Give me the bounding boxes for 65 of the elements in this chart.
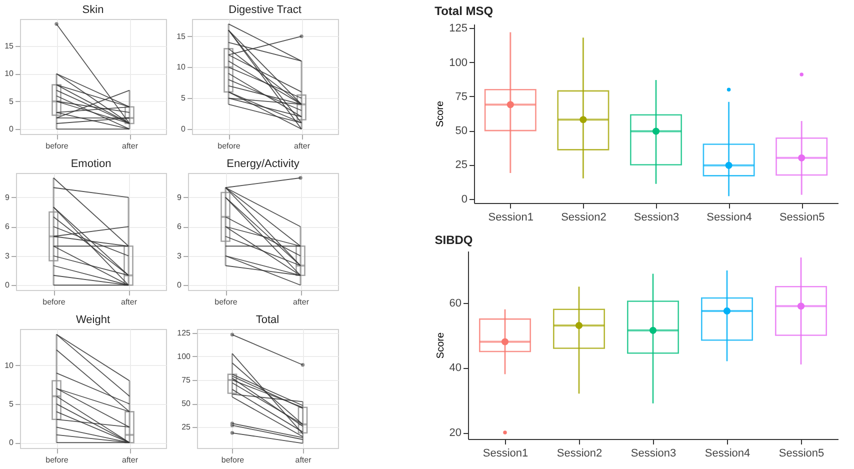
chart-title: Digestive Tract: [228, 4, 302, 16]
y-tick-label: 100: [449, 56, 468, 69]
y-tick-label: 0: [9, 438, 14, 448]
chart-title: Skin: [82, 4, 104, 16]
y-tick-label: 25: [455, 159, 468, 172]
x-tick-label: after: [122, 142, 138, 150]
y-tick-label: 125: [177, 328, 192, 338]
y-tick-label: 6: [5, 222, 10, 232]
y-axis-title: Score: [435, 100, 446, 128]
x-tick-label: Session3: [634, 212, 680, 224]
y-tick-label: 10: [176, 62, 186, 72]
y-tick-label: 20: [449, 427, 462, 440]
y-tick-label: 10: [4, 69, 14, 78]
x-tick-label: Session1: [482, 448, 528, 460]
y-tick-label: 40: [449, 362, 462, 374]
x-tick-label: before: [218, 142, 241, 150]
x-tick-label: Session2: [561, 212, 606, 224]
x-tick-label: after: [120, 298, 138, 306]
x-tick-label: after: [122, 456, 138, 464]
x-tick-label: after: [292, 298, 310, 306]
y-tick-label: 75: [182, 376, 192, 384]
chart-title: SIBDQ: [434, 233, 473, 247]
x-tick-label: before: [214, 298, 238, 306]
y-tick-label: 9: [177, 192, 182, 202]
x-tick-label: before: [46, 142, 69, 150]
y-tick-label: 10: [4, 360, 14, 370]
x-tick-label: after: [295, 456, 312, 464]
y-tick-label: 3: [5, 251, 10, 260]
y-tick-label: 6: [177, 222, 182, 232]
y-tick-label: 125: [449, 22, 468, 35]
x-tick-label: Session4: [706, 212, 752, 224]
chart-title: Energy/Activity: [226, 158, 300, 170]
y-tick-label: 0: [5, 280, 10, 290]
x-tick-label: after: [294, 142, 310, 150]
y-tick-label: 0: [461, 193, 468, 206]
y-tick-label: 75: [455, 90, 468, 103]
y-tick-label: 15: [176, 32, 186, 41]
x-tick-label: Session3: [630, 448, 676, 460]
x-tick-label: Session5: [779, 212, 825, 224]
x-tick-label: before: [46, 456, 69, 464]
y-tick-label: 5: [181, 94, 186, 103]
y-tick-label: 9: [5, 192, 10, 202]
y-tick-label: 0: [181, 124, 186, 134]
y-axis-title: Score: [435, 332, 446, 359]
y-tick-label: 60: [449, 297, 462, 310]
x-tick-label: before: [42, 298, 66, 306]
chart-title: Emotion: [70, 158, 112, 170]
y-tick-label: 0: [9, 124, 14, 134]
y-tick-label: 3: [177, 251, 182, 260]
y-tick-label: 5: [9, 96, 14, 106]
y-tick-label: 25: [182, 422, 192, 432]
y-tick-label: 15: [4, 42, 14, 51]
x-tick-label: Session5: [778, 448, 824, 460]
x-tick-label: Session1: [488, 212, 534, 224]
y-tick-label: 100: [177, 352, 192, 361]
y-tick-label: 0: [177, 280, 182, 290]
chart-title: Total MSQ: [434, 4, 494, 18]
chart-title: Weight: [76, 314, 110, 326]
x-tick-label: Session4: [704, 448, 750, 460]
x-tick-label: before: [221, 456, 245, 464]
chart-title: Total: [256, 314, 280, 326]
y-tick-label: 50: [455, 125, 468, 138]
y-tick-label: 50: [182, 399, 192, 408]
x-tick-label: Session2: [556, 448, 602, 460]
y-tick-label: 5: [9, 399, 14, 408]
